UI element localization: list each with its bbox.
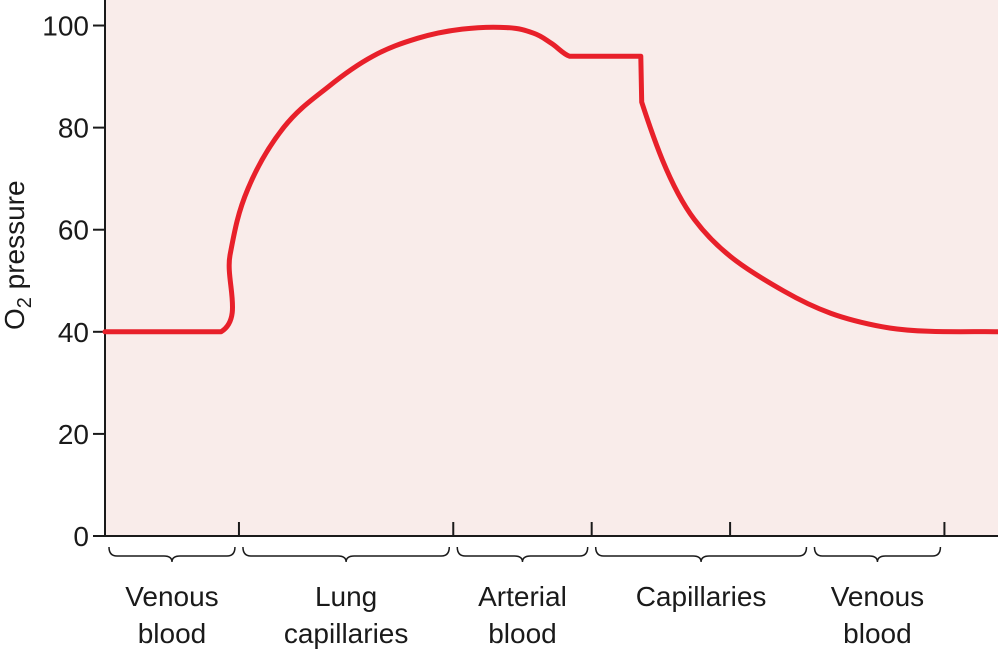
region-label: Venous	[831, 581, 924, 612]
region-label: Lung	[315, 581, 377, 612]
y-tick-label: 60	[58, 215, 89, 246]
y-axis-title: O2 pressure	[0, 180, 36, 330]
y-axis-title-base: O	[0, 308, 30, 330]
y-tick-label: 0	[73, 521, 89, 552]
region-label: Arterial	[478, 581, 567, 612]
y-tick-label: 80	[58, 113, 89, 144]
region-label: blood	[138, 618, 207, 649]
region-label: blood	[488, 618, 557, 649]
y-axis: 0 20 40 60 80 100	[42, 0, 106, 552]
y-tick-label: 20	[58, 419, 89, 450]
y-axis-title-subscript: 2	[14, 297, 36, 308]
region-label: Capillaries	[636, 581, 767, 612]
region-labels: Venous blood Lung capillaries Arterial blood C…	[108, 546, 942, 649]
region-brace	[242, 546, 451, 563]
plot-background	[105, 0, 998, 536]
y-axis-title-rest: pressure	[0, 180, 30, 297]
y-tick-label: 40	[58, 317, 89, 348]
series-group	[102, 24, 998, 335]
series-line-o2-pressure	[102, 24, 998, 335]
region-brace	[456, 546, 589, 563]
y-tick-label: 100	[42, 11, 89, 42]
region-brace	[813, 546, 942, 563]
x-axis	[105, 522, 998, 537]
region-brace	[108, 546, 236, 563]
region-label: Venous	[125, 581, 218, 612]
region-label: capillaries	[284, 618, 409, 649]
region-label: blood	[843, 618, 912, 649]
region-brace	[594, 546, 808, 563]
